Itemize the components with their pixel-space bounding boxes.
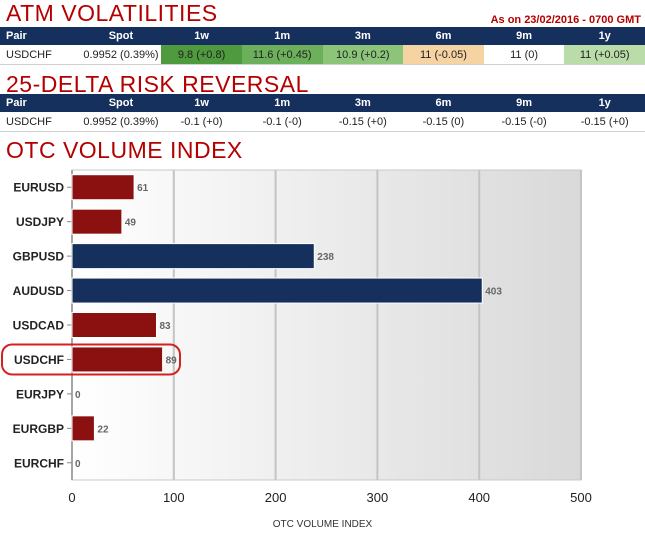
x-tick-label: 400 bbox=[468, 490, 490, 505]
rr-cell: -0.1 (-0) bbox=[241, 112, 323, 132]
bar-value-label: 83 bbox=[159, 321, 171, 332]
bar bbox=[71, 174, 135, 201]
bar-value-label: 403 bbox=[485, 287, 502, 298]
rr-table: Pair Spot 1w 1m 3m 6m 9m 1y USDCHF 0.9952 (0.39%… bbox=[0, 94, 645, 132]
rr-cell: -0.15 (0) bbox=[403, 112, 484, 132]
bar-value-label: 61 bbox=[137, 183, 149, 194]
atm-data-row: USDCHF 0.9952 (0.39%) 9.8 (+0.8) 11.6 (+0.4… bbox=[0, 45, 645, 65]
bar bbox=[71, 415, 95, 442]
atm-header-cell: 1w bbox=[161, 27, 242, 45]
atm-title: ATM VOLATILITIES bbox=[6, 0, 218, 26]
x-tick-label: 500 bbox=[570, 490, 592, 505]
atm-cell: 10.9 (+0.2) bbox=[322, 45, 404, 65]
rr-header-cell: 1w bbox=[161, 94, 242, 112]
atm-table: Pair Spot 1w 1m 3m 6m 9m 1y USDCHF 0.9952 (0.39%… bbox=[0, 27, 645, 65]
bar bbox=[71, 277, 483, 304]
x-axis-label: OTC VOLUME INDEX bbox=[273, 519, 373, 530]
y-tick-label: GBPUSD bbox=[13, 250, 65, 264]
rr-header-cell: 1m bbox=[241, 94, 323, 112]
atm-cell: 0.9952 (0.39%) bbox=[80, 45, 162, 65]
y-tick-label: USDJPY bbox=[16, 215, 64, 229]
y-tick-label: EURGBP bbox=[13, 422, 64, 436]
bar-value-label: 0 bbox=[75, 390, 81, 401]
rr-cell: -0.1 (+0) bbox=[161, 112, 242, 132]
x-tick-label: 0 bbox=[68, 490, 75, 505]
atm-header-cell: 1m bbox=[241, 27, 323, 45]
atm-cell: USDCHF bbox=[0, 45, 81, 65]
as-of-date: As on 23/02/2016 - 0700 GMT bbox=[490, 14, 641, 26]
rr-header-cell: Pair bbox=[0, 94, 81, 112]
y-tick-label: USDCAD bbox=[13, 319, 65, 333]
rr-cell: -0.15 (+0) bbox=[322, 112, 404, 132]
x-tick-label: 200 bbox=[265, 490, 287, 505]
rr-header-cell: 3m bbox=[322, 94, 404, 112]
atm-cell: 11 (0) bbox=[483, 45, 565, 65]
atm-cell: 11 (+0.05) bbox=[564, 45, 645, 65]
y-tick-label: AUDUSD bbox=[13, 284, 65, 298]
x-tick-label: 100 bbox=[163, 490, 185, 505]
rr-header-row: Pair Spot 1w 1m 3m 6m 9m 1y bbox=[0, 94, 645, 112]
atm-cell: 9.8 (+0.8) bbox=[161, 45, 242, 65]
rr-header-cell: 6m bbox=[403, 94, 484, 112]
otc-title: OTC VOLUME INDEX bbox=[6, 137, 243, 163]
rr-cell: -0.15 (-0) bbox=[483, 112, 565, 132]
bar bbox=[71, 312, 157, 338]
bar bbox=[71, 243, 315, 270]
y-tick-label: EURJPY bbox=[16, 387, 64, 401]
bar bbox=[71, 346, 164, 373]
atm-header-row: Pair Spot 1w 1m 3m 6m 9m 1y bbox=[0, 27, 645, 45]
rr-data-row: USDCHF 0.9952 (0.39%) -0.1 (+0) -0.1 (-0) -0… bbox=[0, 112, 645, 132]
bar-value-label: 238 bbox=[317, 252, 334, 263]
rr-cell: -0.15 (+0) bbox=[564, 112, 645, 132]
y-tick-label: EURUSD bbox=[13, 181, 64, 195]
atm-cell: 11 (-0.05) bbox=[403, 45, 484, 65]
rr-cell: 0.9952 (0.39%) bbox=[80, 112, 162, 132]
atm-header-cell: 3m bbox=[322, 27, 404, 45]
otc-volume-chart: 0 100 200 300 400 500 EURUSD 61 USDJPY 49 GBPUSD 23… bbox=[1, 169, 592, 530]
rr-cell: USDCHF bbox=[0, 112, 81, 132]
bar-value-label: 89 bbox=[166, 355, 178, 366]
atm-header-cell: Spot bbox=[80, 27, 162, 45]
bar-value-label: 49 bbox=[125, 218, 137, 229]
y-tick-label: USDCHF bbox=[14, 353, 64, 367]
atm-header-cell: 6m bbox=[403, 27, 484, 45]
atm-header-cell: 1y bbox=[564, 27, 645, 45]
bar-value-label: 0 bbox=[75, 459, 81, 470]
atm-header-cell: Pair bbox=[0, 27, 81, 45]
x-tick-label: 300 bbox=[367, 490, 389, 505]
atm-header-cell: 9m bbox=[483, 27, 565, 45]
rr-title: 25-DELTA RISK REVERSAL bbox=[6, 71, 309, 97]
rr-header-cell: 1y bbox=[564, 94, 645, 112]
rr-header-cell: Spot bbox=[80, 94, 162, 112]
highlight-outline bbox=[1, 343, 181, 376]
y-tick-label: EURCHF bbox=[14, 456, 64, 470]
rr-header-cell: 9m bbox=[483, 94, 565, 112]
bar bbox=[71, 208, 123, 235]
bar-value-label: 22 bbox=[97, 424, 109, 435]
atm-cell: 11.6 (+0.45) bbox=[241, 45, 323, 65]
